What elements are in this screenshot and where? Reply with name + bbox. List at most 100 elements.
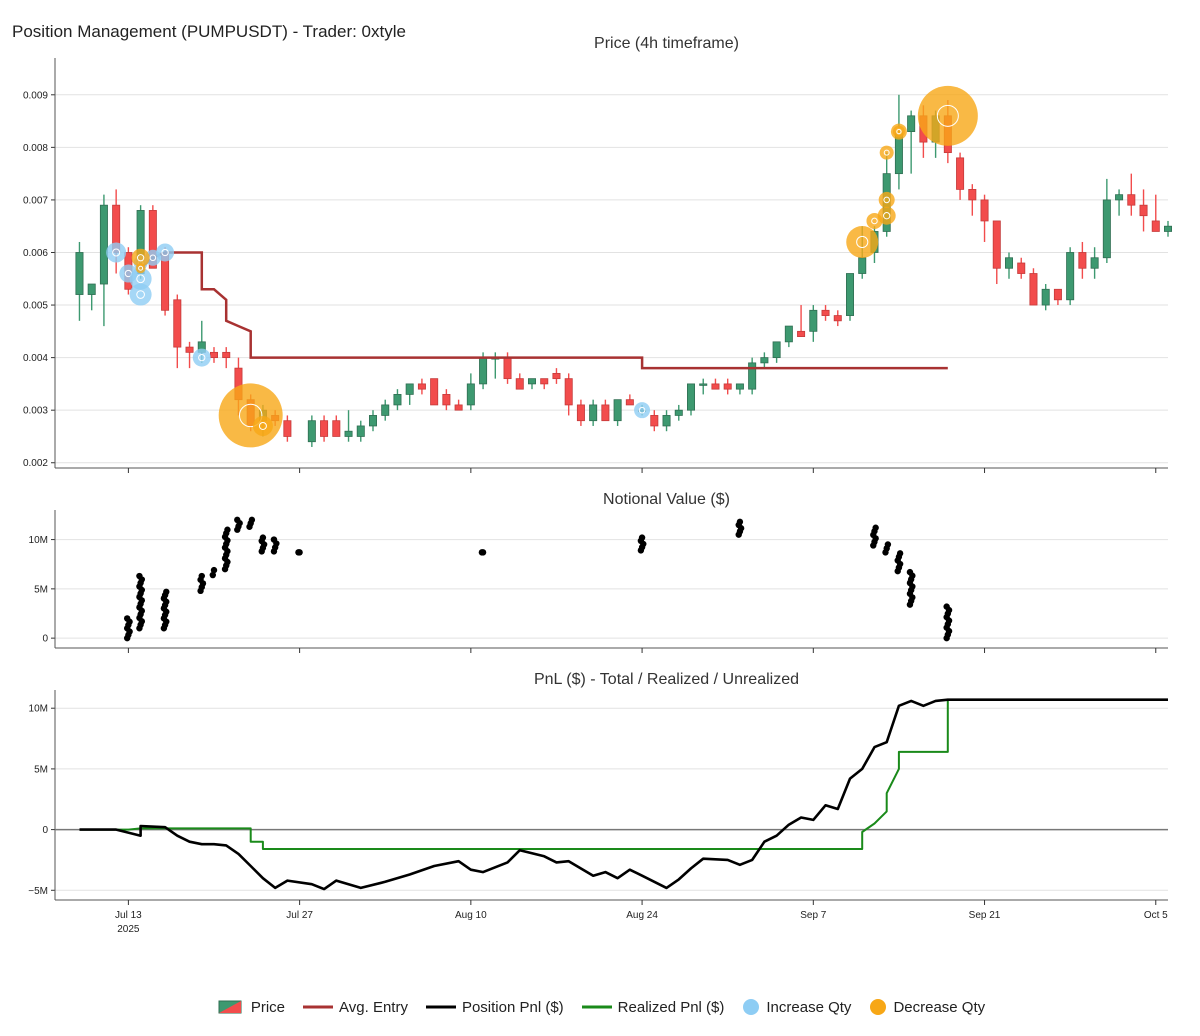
legend-item[interactable]: Position Pnl ($) <box>425 998 564 1016</box>
candle-body <box>417 383 426 390</box>
candle-body <box>760 357 769 364</box>
y-tick-label: 5M <box>34 584 48 595</box>
candle-body <box>222 351 231 359</box>
candle-body <box>99 204 108 285</box>
candle-body <box>148 210 157 269</box>
notional-point <box>906 568 914 576</box>
x-tick-label: Jul 27 <box>286 910 313 921</box>
increase-marker <box>634 402 651 419</box>
increase-marker <box>129 283 152 306</box>
decrease-marker-ring <box>871 217 878 225</box>
decrease-marker <box>892 125 905 138</box>
candle-body <box>1151 220 1160 232</box>
panel-title: Notional Value ($) <box>603 491 730 508</box>
candle-body <box>368 415 377 427</box>
notional-point <box>872 524 879 531</box>
candle-body <box>674 409 683 416</box>
decrease-marker <box>252 415 273 436</box>
legend-item[interactable]: Decrease Qty <box>869 998 985 1016</box>
decrease-marker-ring <box>883 149 890 156</box>
decrease-marker <box>879 145 894 160</box>
decrease-marker-ring <box>883 212 891 220</box>
candle-body <box>381 404 390 416</box>
decrease-marker-ring <box>238 403 263 428</box>
candle-body <box>1005 257 1014 269</box>
candle-body <box>772 341 781 359</box>
candle-body <box>968 189 977 201</box>
candle-body <box>209 351 218 359</box>
candle-body <box>613 399 622 422</box>
legend-label: Increase Qty <box>766 998 852 1016</box>
candle-body <box>466 383 475 406</box>
candle-body <box>283 420 292 437</box>
y-tick-label: 0 <box>42 825 48 836</box>
notional-point <box>270 536 278 543</box>
candle-swatch-down <box>218 1001 241 1013</box>
increase-marker-ring <box>161 248 169 257</box>
candle-body <box>1090 257 1099 269</box>
legend-label: Position Pnl ($) <box>461 998 564 1016</box>
line-icon <box>425 1005 456 1009</box>
decrease-marker <box>878 191 895 208</box>
candle-body <box>344 430 353 437</box>
legend-circle-swatch <box>870 999 887 1015</box>
candle-body <box>711 383 720 390</box>
x-tick-label: Jul 13 <box>115 910 142 921</box>
candle-body <box>1066 252 1075 301</box>
candle-body <box>956 157 965 190</box>
panel-title: PnL ($) - Total / Realized / Unrealized <box>534 671 799 688</box>
candle-body <box>735 383 744 390</box>
y-tick-label: 0.008 <box>23 143 48 154</box>
increase-marker-ring <box>198 353 206 362</box>
legend-item[interactable]: Avg. Entry <box>303 998 408 1016</box>
increase-marker-ring <box>638 406 646 414</box>
legend-item[interactable]: Realized Pnl ($) <box>581 998 724 1016</box>
candle-body <box>564 378 573 406</box>
line-icon <box>303 1005 334 1009</box>
notional-point <box>123 615 131 622</box>
candle-body <box>1115 194 1124 201</box>
y-tick-label: 0.003 <box>23 406 48 417</box>
notional-point <box>136 572 143 580</box>
notional-point <box>638 534 646 541</box>
notional-point <box>943 603 950 610</box>
candle-body <box>662 415 671 427</box>
decrease-marker-ring <box>136 254 145 262</box>
candle-body <box>858 257 867 274</box>
legend-item[interactable]: Increase Qty <box>742 998 851 1016</box>
notional-point <box>210 566 218 574</box>
candle-body <box>1017 262 1026 274</box>
increase-marker-ring <box>149 254 157 262</box>
pnl-panel: PnL ($) - Total / Realized / Unrealized −… <box>28 671 1168 935</box>
y-tick-label: 0.002 <box>23 458 48 469</box>
notional-point <box>736 518 744 526</box>
notional-point <box>896 550 904 557</box>
notional-panel: Notional Value ($) 0 5M 10M <box>29 491 1168 653</box>
notional-point <box>224 526 231 533</box>
decrease-marker-ring <box>896 128 902 135</box>
notional-point <box>259 534 267 541</box>
candle-body <box>1127 194 1136 206</box>
legend: Price Avg. Entry Position Pnl ($) Realized … <box>0 994 1200 1020</box>
decrease-marker-ring <box>138 265 144 271</box>
y-tick-label: 10M <box>29 704 48 715</box>
candle-body <box>1053 288 1062 301</box>
candle-body <box>748 362 757 390</box>
avg-entry-line <box>139 251 948 370</box>
candle-body <box>87 283 96 295</box>
decrease-marker <box>131 248 150 267</box>
candle-body <box>552 372 561 380</box>
legend-item[interactable]: Price <box>215 998 285 1016</box>
candle-body <box>75 252 84 295</box>
candle-body <box>1029 273 1038 306</box>
candle-body <box>601 404 610 422</box>
increase-marker <box>106 242 127 263</box>
candle-body <box>503 357 512 380</box>
candle-body <box>625 399 634 406</box>
increase-marker <box>192 348 211 367</box>
price-panel: Price (4h timeframe) 0.002 0.003 0.004 0.005… <box>23 35 1173 473</box>
position-pnl-line <box>79 698 1168 891</box>
candle-body <box>320 420 329 437</box>
candle-body <box>442 394 451 406</box>
